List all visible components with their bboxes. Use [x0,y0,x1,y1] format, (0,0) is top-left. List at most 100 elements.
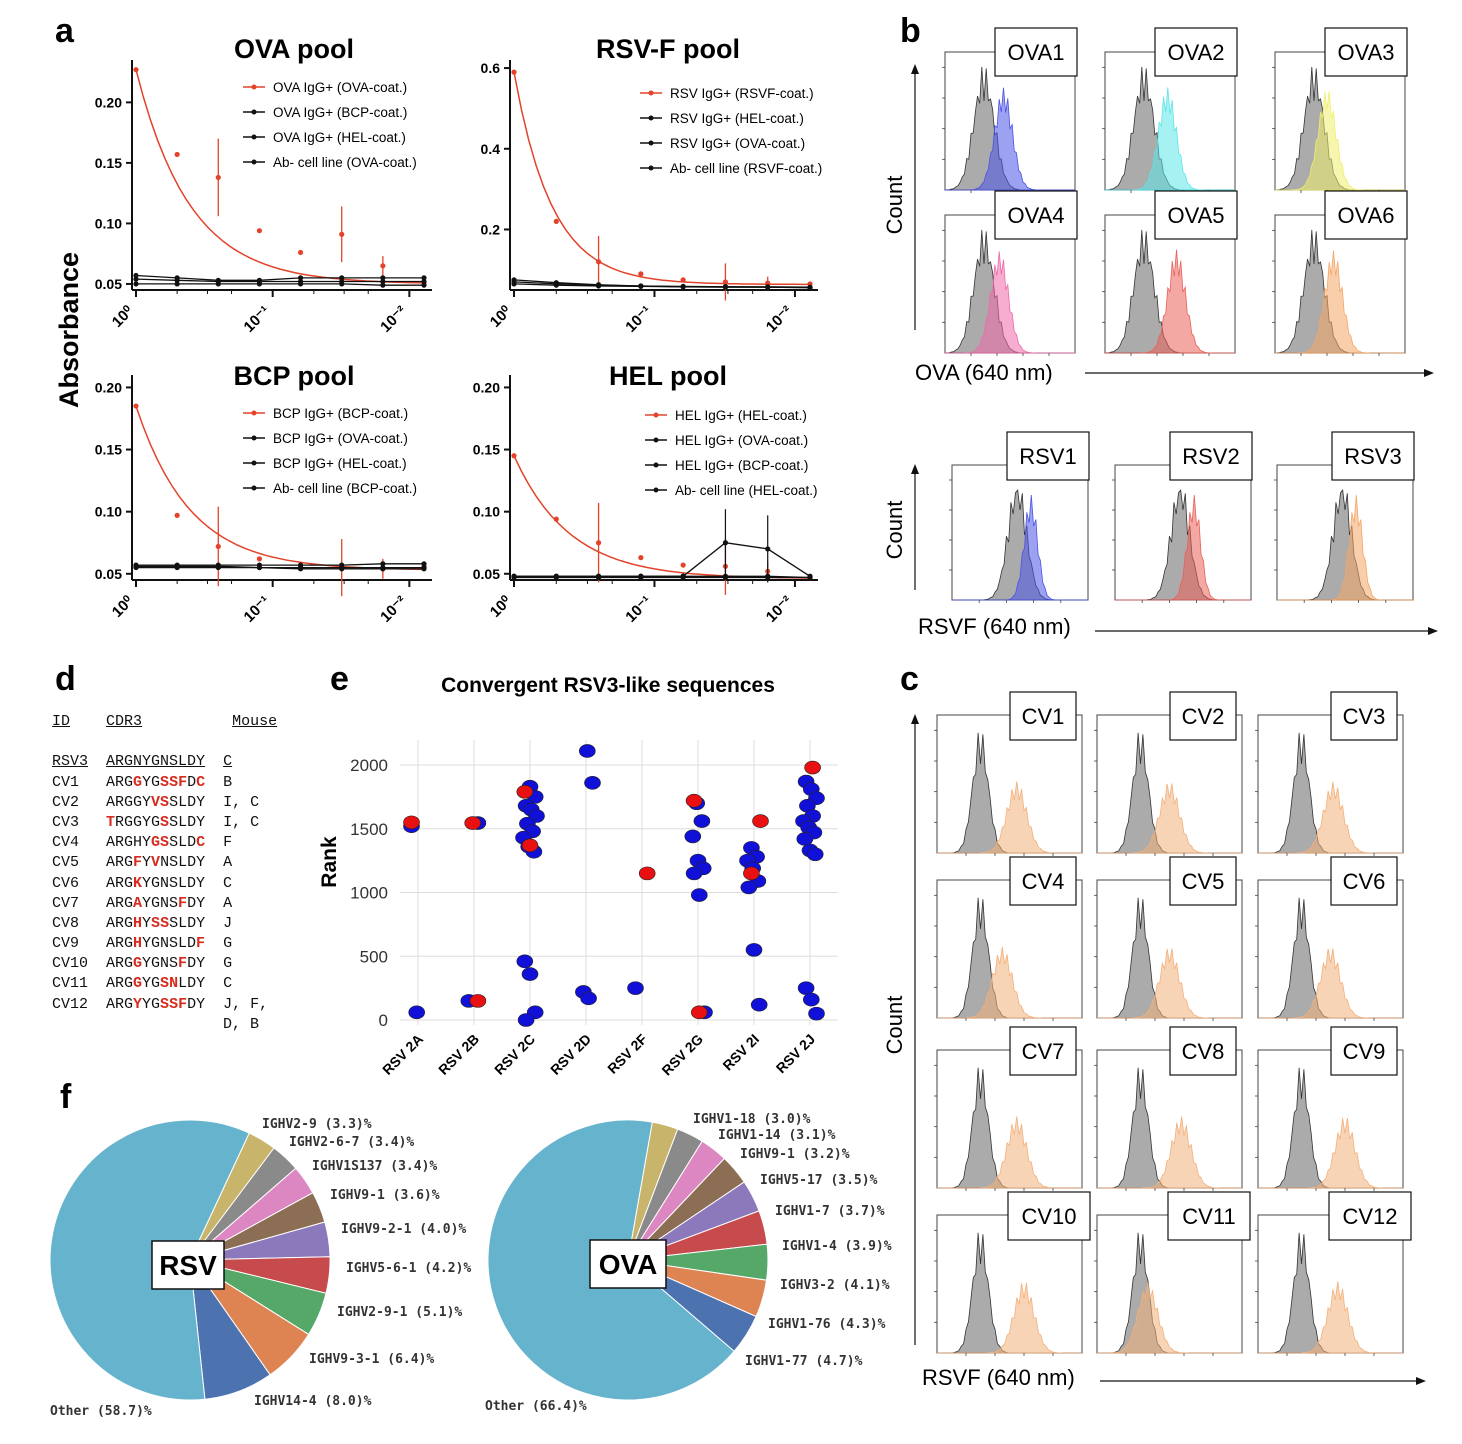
data-point [807,574,813,581]
seq-row: CV2 ARGGYVSSLDY I, C [52,793,260,811]
e-point-blue [516,954,534,969]
pie-label: IGHV5-6-1 (4.2)% [346,1261,471,1276]
sample-label: RSV1 [1019,444,1076,469]
legend-marker [653,437,659,443]
sample-label: CV2 [1182,704,1225,729]
data-point [553,218,559,225]
data-point [722,279,729,285]
colored-histogram [952,494,1088,601]
legend-marker [648,165,654,171]
data-point [595,574,602,581]
data-point [339,281,345,287]
data-point [680,284,686,290]
e-ylabel: Rank [318,836,341,888]
series-line [513,455,811,579]
legend-marker [648,115,654,121]
pie-label: IGHV2-9-1 (5.1)% [337,1305,462,1320]
x-tick-label: 10⁻² [763,303,796,336]
data-point [511,281,517,287]
colored-histogram [937,947,1082,1019]
data-point [421,566,427,572]
panel-c-flow: CV1 CV2 CV3 CV4 CV5 CV6 CV7 CV8 CV9 CV10 CV11 CV12 C… [882,691,1426,1390]
data-point [133,276,139,282]
series-line [514,542,811,577]
elisa-subplot-2: RSV-F pool 0.2 0.4 0.6 10⁰ 10⁻¹ 10⁻² RSV IgG+ (… [481,34,823,336]
series-line [135,274,424,281]
sample-label: CV10 [1021,1204,1076,1229]
colored-histogram [1258,948,1403,1019]
data-point [553,516,559,522]
sample-label: RSV3 [1344,444,1401,469]
pie-label: IGHV1-14 (3.1)% [718,1128,836,1143]
data-point [765,574,771,581]
x-tick-label: 10⁻¹ [241,303,274,336]
cv-histogram-7: CV7 [934,1026,1083,1191]
y-tick-label: 0.6 [481,60,501,76]
x-tick-label: 10⁻¹ [241,593,274,626]
legend-label: RSV IgG+ (RSVF-coat.) [670,86,814,101]
data-point [256,564,263,571]
e-point-red [638,866,656,881]
e-point-red [804,760,821,775]
colored-histogram [1258,1281,1403,1354]
panel-a-elisa: OVA pool 0.05 0.10 0.15 0.20 10⁰ 10⁻¹ 10⁻² OVA I… [95,34,823,626]
data-point [380,278,386,285]
panel-letter-f: f [60,1078,72,1116]
legend-marker [251,134,257,140]
cv-histogram-1: CV1 [934,691,1083,856]
sample-label: OVA6 [1337,203,1394,228]
c-y-arrowhead [911,714,919,724]
cv-histogram-10: CV10 [934,1191,1091,1356]
data-point [133,403,139,409]
sample-label-box [1007,1191,1091,1241]
e-y-tick-label: 1000 [350,884,388,903]
e-point-red [469,994,487,1008]
e-point-red [752,814,769,828]
data-point [133,67,139,73]
data-point [215,543,221,550]
data-point [421,275,427,281]
sample-label: CV5 [1182,869,1225,894]
seq-row: CV7 ARGAYGNSFDY A [52,894,233,912]
data-point [722,284,729,290]
pie-label: IGHV1-77 (4.7)% [745,1354,863,1369]
cv-histogram-8: CV8 [1094,1026,1243,1191]
sample-label: OVA2 [1167,40,1224,65]
cv-histogram-6: CV6 [1255,856,1404,1021]
data-point [511,574,517,581]
e-point-blue [684,829,702,844]
ova-histogram-1: OVA1 [942,27,1078,193]
e-point-red [464,816,482,830]
pie-label: Other (66.4)% [485,1399,587,1414]
legend-label: HEL IgG+ (BCP-coat.) [675,458,808,473]
subplot-title: RSV-F pool [596,34,740,64]
series-line [513,71,810,286]
colored-histogram [1097,1116,1242,1189]
rsv-histogram-3: RSV3 [1274,431,1415,603]
data-point [511,69,517,75]
pie-label: IGHV1-76 (4.3)% [768,1317,886,1332]
e-point-blue [627,981,644,995]
colored-histogram [1115,494,1251,601]
subplot-title: BCP pool [234,361,355,391]
data-point [765,546,771,552]
pie-center-label: OVA [599,1249,658,1280]
sample-label-box [1006,431,1090,481]
data-point [297,566,304,572]
sample-label: RSV2 [1182,444,1239,469]
e-point-red [743,866,760,881]
panel-b-flow: OVA1 OVA2 OVA3 OVA4 OVA5 OVA6 Count OVA (640 nm… [882,27,1438,639]
e-x-tick-label: RSV 2B [435,1031,482,1078]
e-point-blue [797,981,815,995]
legend-marker [251,410,257,416]
legend-marker [251,485,257,491]
legend-label: Ab- cell line (BCP-coat.) [273,481,417,496]
sample-label-box [1328,1191,1412,1241]
e-point-blue [693,814,711,828]
data-point [680,277,686,283]
pie-label: IGHV5-17 (3.5)% [760,1173,878,1188]
data-point [174,281,180,287]
legend-label: HEL IgG+ (OVA-coat.) [675,433,808,448]
x-tick-label: 10⁻¹ [622,593,655,626]
